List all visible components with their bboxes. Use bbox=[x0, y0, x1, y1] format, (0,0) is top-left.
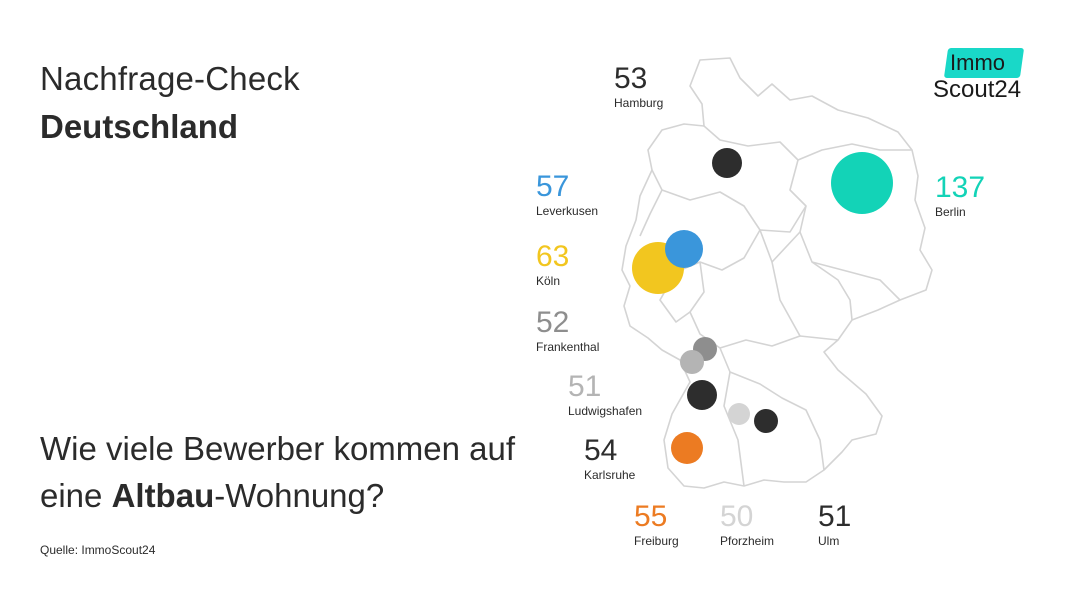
name-frankenthal: Frankenthal bbox=[536, 340, 600, 354]
name-pforzheim: Pforzheim bbox=[720, 534, 775, 548]
name-hamburg: Hamburg bbox=[614, 96, 664, 110]
source-note: Quelle: ImmoScout24 bbox=[40, 543, 156, 557]
name-freiburg: Freiburg bbox=[634, 534, 679, 548]
bubble-pforzheim bbox=[728, 403, 750, 425]
label-karlsruhe: 54 Karlsruhe bbox=[584, 434, 636, 482]
value-pforzheim: 50 bbox=[720, 500, 754, 533]
bubble-karlsruhe bbox=[687, 380, 717, 410]
name-koeln: Köln bbox=[536, 274, 561, 288]
name-berlin: Berlin bbox=[935, 205, 966, 219]
label-ludwigshafen: 51 Ludwigshafen bbox=[568, 370, 643, 418]
map-outline bbox=[621, 57, 933, 489]
label-pforzheim: 50 Pforzheim bbox=[720, 500, 775, 548]
value-karlsruhe: 54 bbox=[584, 434, 618, 467]
bubble-berlin bbox=[831, 152, 893, 214]
value-koeln: 63 bbox=[536, 240, 570, 273]
label-berlin: 137 Berlin bbox=[935, 171, 986, 219]
value-leverkusen: 57 bbox=[536, 170, 570, 203]
name-leverkusen: Leverkusen bbox=[536, 204, 599, 218]
question-bold: Altbau bbox=[111, 477, 215, 514]
bubble-leverkusen bbox=[665, 230, 703, 268]
value-ulm: 51 bbox=[818, 500, 852, 533]
label-frankenthal: 52 Frankenthal bbox=[536, 306, 600, 354]
name-ulm: Ulm bbox=[818, 534, 840, 548]
label-leverkusen: 57 Leverkusen bbox=[536, 170, 599, 218]
title-line-2: Deutschland bbox=[40, 108, 239, 145]
value-freiburg: 55 bbox=[634, 500, 668, 533]
question-text: Wie viele Bewerber kommen auf eine Altba… bbox=[40, 425, 560, 519]
immoscout24-logo: Immo Scout24 bbox=[930, 46, 1040, 106]
bubble-freiburg bbox=[671, 432, 703, 464]
question-part-1: Wie viele Bewerber kommen auf eine bbox=[40, 430, 516, 514]
label-freiburg: 55 Freiburg bbox=[634, 500, 679, 548]
title-line-1: Nachfrage-Check bbox=[40, 60, 300, 97]
value-berlin: 137 bbox=[935, 171, 986, 204]
logo-immo-text: Immo bbox=[950, 50, 1005, 75]
label-koeln: 63 Köln bbox=[536, 240, 570, 288]
bubble-ludwigshafen bbox=[680, 350, 704, 374]
label-ulm: 51 Ulm bbox=[818, 500, 852, 548]
question-part-2: -Wohnung? bbox=[214, 477, 385, 514]
logo-scout-text: Scout24 bbox=[933, 76, 1022, 103]
bubble-hamburg bbox=[712, 148, 742, 178]
name-ludwigshafen: Ludwigshafen bbox=[568, 404, 643, 418]
name-karlsruhe: Karlsruhe bbox=[584, 468, 636, 482]
value-ludwigshafen: 51 bbox=[568, 370, 602, 403]
label-hamburg: 53 Hamburg bbox=[614, 62, 664, 110]
value-hamburg: 53 bbox=[614, 62, 648, 95]
value-frankenthal: 52 bbox=[536, 306, 570, 339]
bubble-ulm bbox=[754, 409, 778, 433]
